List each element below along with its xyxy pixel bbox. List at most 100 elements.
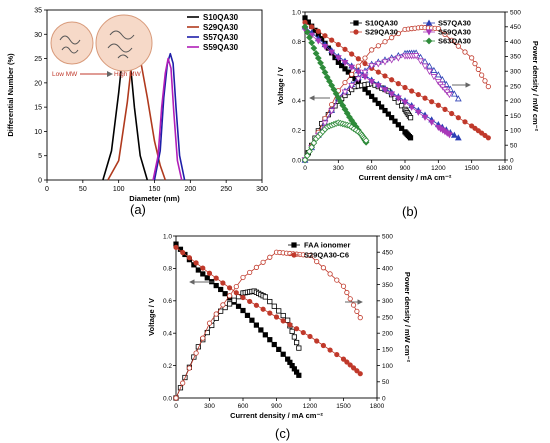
polarization-point	[342, 66, 348, 72]
power-point	[321, 120, 329, 127]
polarization-point	[206, 270, 213, 276]
power-point	[374, 61, 382, 68]
y2-tick-label: 100	[382, 363, 393, 370]
polarization-point	[322, 33, 328, 39]
power-point	[342, 79, 348, 86]
power-point	[472, 61, 478, 67]
power-point	[231, 297, 237, 303]
power-point	[301, 156, 309, 164]
polarization-point	[342, 46, 348, 52]
polarization-point	[357, 371, 363, 377]
polarization-point	[329, 37, 335, 43]
polarization-point	[321, 44, 329, 51]
power-point	[475, 66, 481, 72]
power-point	[327, 271, 333, 277]
polarization-point	[314, 38, 322, 45]
polarization-point	[200, 271, 206, 277]
polarization-point	[340, 356, 347, 362]
polarization-point	[173, 244, 179, 250]
power-point	[180, 380, 186, 386]
power-point	[347, 296, 353, 302]
y2-tick-label: 250	[510, 83, 521, 90]
polarization-point	[421, 114, 429, 121]
power-point	[260, 259, 266, 265]
power-point	[485, 83, 491, 90]
y-tick-label: 1.0	[292, 9, 301, 16]
polarization-point	[348, 64, 356, 71]
polarization-point	[341, 60, 349, 67]
legend-label: S29QA30	[203, 23, 239, 32]
y-tick-label: 0	[38, 178, 42, 185]
x-tick-label: 150	[149, 186, 161, 193]
polarization-point	[362, 60, 368, 67]
x-tick-label: 300	[256, 186, 268, 193]
polarization-point	[395, 122, 401, 128]
y2-tick-label: 400	[382, 266, 393, 273]
polarization-point	[200, 265, 206, 271]
polarization-point	[334, 351, 340, 358]
polarization-point	[372, 97, 378, 103]
legend-label: S10QA30	[365, 19, 398, 28]
y-tick-label: 0.0	[292, 157, 301, 164]
polarization-point	[280, 318, 286, 324]
x-tick-label: 250	[220, 186, 232, 193]
power-point	[280, 312, 286, 319]
molecular-weight-inset: Low MW High MW	[50, 14, 153, 78]
power-point	[354, 76, 362, 83]
power-point	[307, 252, 313, 259]
y2-tick-label: 450	[382, 250, 393, 257]
polarization-point	[339, 62, 345, 69]
x-tick-label: 300	[333, 165, 344, 172]
x-tick-label: 900	[271, 403, 282, 410]
y-tick-label: 0.2	[292, 128, 301, 135]
power-point	[426, 62, 433, 69]
power-point	[446, 91, 453, 99]
x-tick-label: 600	[238, 403, 249, 410]
power-point	[395, 30, 401, 37]
polarization-point	[247, 298, 253, 305]
polarization-point	[327, 347, 333, 353]
power-point	[362, 55, 368, 61]
y-tick-label: 30	[34, 32, 42, 39]
power-point	[267, 254, 273, 260]
y-tick-label: 35	[34, 8, 42, 15]
legend-swatch-marker	[425, 37, 433, 45]
power-point	[412, 53, 420, 60]
power-point	[407, 115, 414, 121]
polarization-point	[301, 23, 309, 31]
power-point	[334, 277, 340, 283]
y2-tick-label: 300	[382, 298, 393, 305]
x-tick-label: 100	[113, 186, 125, 193]
high-mw-particle-icon	[95, 14, 153, 72]
power-point	[328, 108, 336, 115]
x-tick-label: 0	[303, 165, 307, 172]
series-line-S57QA30	[153, 52, 186, 181]
power-point	[417, 58, 424, 65]
polarization-point	[303, 28, 311, 36]
power-point	[479, 72, 485, 78]
y2-tick-label: 100	[510, 128, 521, 135]
polarization-point	[402, 84, 408, 91]
y2-tick-label: 400	[510, 39, 521, 46]
polarization-point	[235, 303, 242, 309]
power-point	[469, 55, 475, 61]
polarization-point	[379, 104, 385, 110]
polarization-point	[325, 45, 331, 51]
polarization-point	[244, 312, 251, 318]
y-tick-label: 10	[34, 129, 42, 136]
polarization-point	[435, 102, 441, 108]
polarization-point	[442, 106, 448, 112]
power-point	[285, 317, 291, 323]
power-point	[450, 90, 458, 97]
power-point	[173, 395, 179, 401]
legend-label: S29QA30	[365, 28, 398, 37]
power-point	[381, 59, 389, 66]
x-tick-label: 1500	[336, 403, 351, 410]
power-point	[382, 39, 388, 45]
polarization-point	[369, 93, 375, 99]
legend-swatch-marker	[353, 29, 359, 35]
polarization-point	[422, 95, 428, 101]
power-point	[206, 320, 213, 326]
y2-tick-label: 0	[382, 395, 386, 402]
y2-axis-label: Power density / mW cm⁻²	[403, 272, 412, 363]
